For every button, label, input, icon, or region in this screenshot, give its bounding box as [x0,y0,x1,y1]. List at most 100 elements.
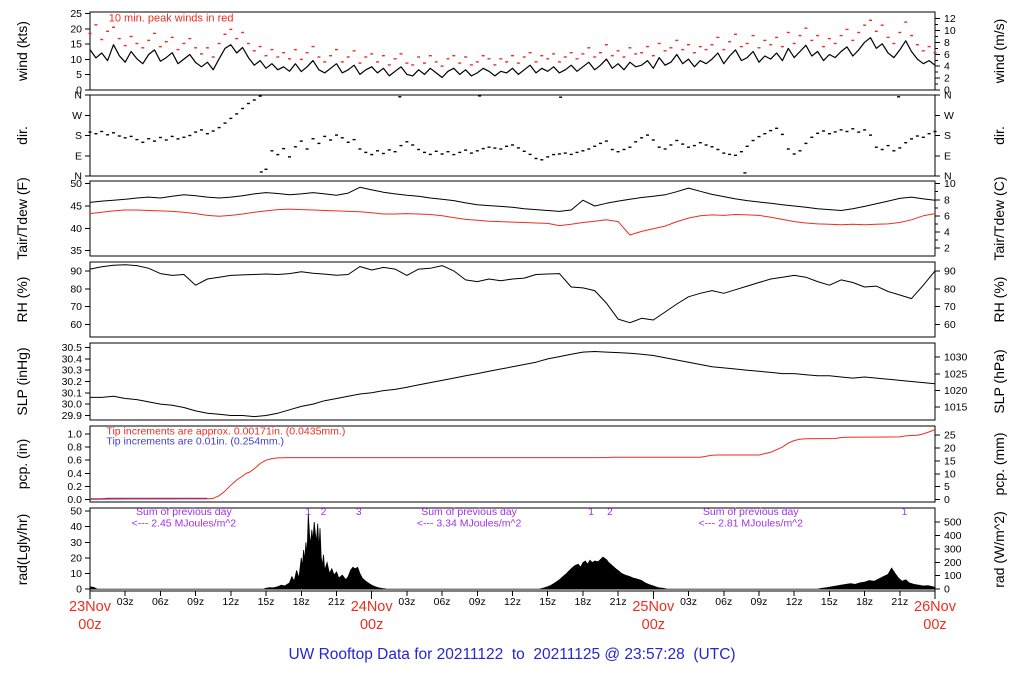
series-sea-level-pressure [90,351,936,418]
tick-label: 2 [944,242,950,254]
chart-title: UW Rooftop Data for 20211122 to 20211125… [288,646,736,663]
tick-label: 30.3 [62,365,83,377]
left-axis: 29.930.030.130.230.330.430.5 [62,342,90,422]
annotation: 10 min. peak winds in red [109,13,234,25]
series-solar-radiation [89,514,936,590]
tick-label: 50 [70,506,82,518]
left-axis: 0 5 10 15 20 25 [70,8,90,97]
tick-label: 15 [70,39,82,51]
day-label: 23Nov [69,599,112,615]
tick-label: 30.4 [62,353,83,365]
tick-label: 10 [70,568,82,580]
annotation-text: Sum of previous day [421,506,517,518]
tick-label: 300 [944,543,962,555]
left-axis: 60 70 80 90 [70,265,90,331]
right-axis-title: RH (%) [991,277,1007,323]
tick-label: 10 [944,25,956,37]
hour-label: 03z [680,596,697,608]
tick-label: 1015 [944,402,968,414]
tick-label: 30.1 [62,387,83,399]
hour-label: 12z [786,596,803,608]
tick-label: 4 [944,226,950,238]
tick-label: 8 [944,37,950,49]
series-tdew [89,208,936,236]
tick-label: W [944,110,954,122]
tick-label: 20 [70,23,82,35]
right-axis-title: dir. [991,126,1007,145]
annotation: 1 [902,507,908,518]
annotation-text: 2 [321,507,327,518]
right-axis: 2 4 6 8 10 [935,178,956,254]
panel-border [89,94,936,177]
tick-label: 0.0 [67,494,82,506]
hour-label: 12z [222,596,239,608]
series-wind-direction [88,95,937,170]
hour-label: 09z [469,596,486,608]
tick-label: 0.4 [67,468,82,480]
annotation: 3 [356,507,362,518]
tick-label: 35 [70,245,82,257]
tick-label: 25 [944,429,956,441]
annotation-text: <--- 2.81 MJoules/m^2 [699,518,804,530]
tick-label: 10 [944,178,956,190]
series-avg-wind [89,37,936,79]
annotation: 1 [306,507,312,518]
time-axis: 03z 06z 09z 12z 15z 18z 21z 03z 06z 09z 12z 15z 18z 2… [69,591,957,633]
tick-label: E [944,150,951,162]
panel-border [89,425,936,503]
annotation: 2 [321,507,327,518]
right-axis-title: Tair/Tdew (C) [991,176,1007,260]
annotation-text: Sum of previous day [703,506,799,518]
left-axis-title: Tair/Tdew (F) [14,177,30,259]
tick-label: N [944,90,952,102]
annotation-text: 3 [356,507,362,518]
tick-label: N [944,171,952,183]
annotation: Sum of previous day<--- 2.81 MJoules/m^2 [699,506,804,530]
tick-label: 1030 [944,352,968,364]
hour-label: 09z [750,596,767,608]
annotation-text: <--- 3.34 MJoules/m^2 [417,518,522,530]
left-axis: 0.00.20.40.60.8 1.0 [67,428,90,506]
tick-label: 100 [944,570,962,582]
panel-slp: 29.930.030.130.230.330.430.5 1015 1020 1025… [14,342,1007,422]
tick-label: 50 [70,178,82,190]
hour-label: 09z [187,596,204,608]
tick-label: 20 [944,442,956,454]
left-axis-title: SLP (inHg) [14,347,30,415]
hour-label: 18z [293,596,310,608]
series-relative-humidity [89,264,936,324]
tick-label: 80 [944,283,956,295]
day-hour-label: 00z [923,617,946,633]
tick-label: 20 [70,552,82,564]
annotation: Sum of previous day<--- 3.34 MJoules/m^2 [417,506,522,530]
tick-label: 10 [944,468,956,480]
left-axis-title: pcp. (in) [14,439,30,490]
day-label: 24Nov [351,599,394,615]
tick-label: 200 [944,557,962,569]
day-hour-label: 00z [360,617,383,633]
tick-label: 2 [944,73,950,85]
tick-label: 29.9 [62,410,83,422]
tick-label: 30.0 [62,399,83,411]
tick-label: 90 [944,265,956,277]
annotation: 2 [607,507,613,518]
hour-label: 21z [610,596,627,608]
tick-label: 6 [944,49,950,61]
hour-label: 18z [574,596,591,608]
tick-label: 0 [76,584,82,596]
tick-label: 10 [70,54,82,66]
hour-label: 15z [821,596,838,608]
annotation-text: 1 [902,507,908,518]
annotation: Tip increments are approx. 0.00171in. (0… [106,426,345,438]
tick-label: 60 [944,319,956,331]
tick-label: 0.8 [67,442,82,454]
hour-label: 06z [152,596,169,608]
tick-label: 0.6 [67,455,82,467]
